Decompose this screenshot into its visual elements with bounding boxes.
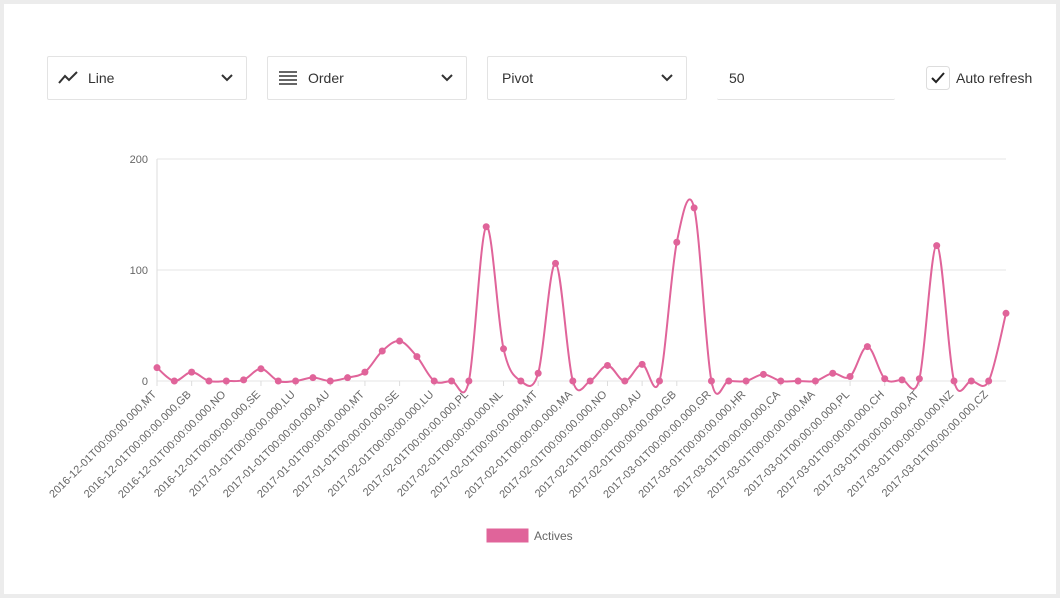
point: [811, 377, 819, 385]
checkbox: [926, 66, 950, 90]
point: [967, 377, 975, 385]
point: [465, 377, 473, 385]
point: [569, 377, 577, 385]
list-icon: [279, 71, 297, 85]
point: [517, 377, 525, 385]
point: [915, 375, 923, 383]
point: [344, 374, 352, 382]
point: [534, 369, 542, 377]
point: [378, 347, 386, 355]
point: [863, 343, 871, 351]
point: [673, 238, 681, 246]
point: [222, 377, 230, 385]
point: [552, 259, 560, 267]
point: [482, 223, 490, 231]
point: [586, 377, 594, 385]
point: [274, 377, 282, 385]
point: [950, 377, 958, 385]
y-tick-label: 100: [130, 265, 148, 277]
point: [500, 345, 508, 353]
point: [413, 353, 421, 361]
line-icon: [58, 71, 78, 84]
input-value: 50: [729, 69, 745, 86]
point: [603, 361, 611, 369]
point: [240, 376, 248, 384]
point: [638, 360, 646, 368]
point: [326, 377, 334, 385]
chevron: [661, 74, 673, 82]
auto-refresh-checkbox[interactable]: Auto refresh: [926, 56, 1056, 100]
point: [881, 375, 889, 383]
point: [794, 377, 802, 385]
point: [430, 377, 438, 385]
point: [153, 364, 161, 372]
y-tick-label: 0: [142, 376, 148, 388]
chevron: [441, 74, 453, 82]
point: [170, 377, 178, 385]
select-label: Pivot: [502, 70, 534, 86]
line: [156, 198, 1007, 395]
order-select[interactable]: Order: [267, 56, 467, 100]
point: [188, 368, 196, 376]
point: [690, 204, 698, 212]
chevron: [221, 74, 233, 82]
point: [205, 377, 213, 385]
point: [1002, 309, 1010, 317]
point: [725, 377, 733, 385]
y-tick-label: 200: [130, 154, 148, 166]
card: [4, 4, 1056, 594]
point: [396, 337, 404, 345]
point: [361, 368, 369, 376]
point: [933, 242, 941, 250]
point: [777, 377, 785, 385]
point: [309, 374, 317, 382]
point: [898, 376, 906, 384]
point: [621, 377, 629, 385]
point: [846, 373, 854, 381]
legend-label: Actives: [534, 529, 573, 543]
pivot-select[interactable]: Pivot: [487, 56, 687, 100]
point: [985, 377, 993, 385]
select-label: Order: [308, 70, 344, 86]
checkbox-label: Auto refresh: [956, 70, 1033, 86]
point: [448, 377, 456, 385]
point: [292, 377, 300, 385]
point: [742, 377, 750, 385]
point: [829, 369, 837, 377]
point: [759, 370, 767, 378]
point: [655, 377, 663, 385]
legend-swatch: [486, 528, 529, 543]
select-label: Line: [88, 70, 115, 86]
point: [257, 365, 265, 373]
point: [707, 377, 715, 385]
limit-input[interactable]: 50: [717, 56, 895, 100]
chart-type-select[interactable]: Line: [47, 56, 247, 100]
